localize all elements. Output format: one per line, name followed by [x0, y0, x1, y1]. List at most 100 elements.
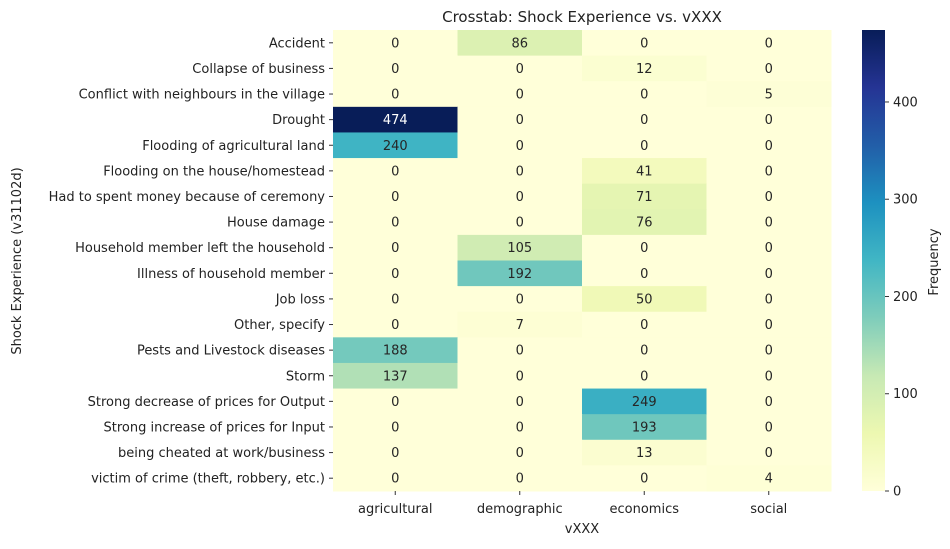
- cell-value-label: 0: [765, 241, 773, 256]
- cell-value-label: 0: [516, 88, 524, 103]
- cell-value-label: 4: [765, 472, 773, 487]
- heatmap-cells: 0 86 0 0 0 0 12 0 0 0 0 5 474 0 0 0 240 0 0 0 0 0 41 0 0 0 71 0 0 0 76…: [333, 30, 832, 492]
- heatmap-cell: [706, 30, 832, 57]
- cell-value-label: 249: [632, 395, 657, 410]
- y-tick-label: Household member left the household: [75, 241, 325, 256]
- heatmap-cell: [582, 55, 707, 82]
- cell-value-label: 0: [391, 446, 399, 461]
- heatmap-cell: [582, 183, 707, 210]
- heatmap-cell: [706, 81, 832, 108]
- heatmap-cell: [582, 439, 707, 466]
- y-tick-label: Strong increase of prices for Input: [103, 420, 325, 435]
- cell-value-label: 0: [765, 164, 773, 179]
- x-tick-label: agricultural: [358, 502, 432, 517]
- cell-value-label: 0: [516, 216, 524, 231]
- heatmap-cell: [706, 362, 832, 390]
- heatmap-cell: [333, 362, 458, 390]
- cell-value-label: 0: [516, 420, 524, 435]
- cell-value-label: 0: [391, 216, 399, 231]
- heatmap-cell: [457, 209, 583, 236]
- cell-value-label: 0: [765, 139, 773, 154]
- y-tick-label: Pests and Livestock diseases: [137, 344, 325, 359]
- heatmap-cell: [582, 260, 707, 287]
- heatmap-cell: [333, 465, 458, 492]
- cell-value-label: 0: [391, 62, 399, 77]
- heatmap-cell: [582, 132, 707, 159]
- y-tick-label: Conflict with neighbours in the village: [79, 88, 325, 103]
- heatmap-cell: [457, 81, 583, 108]
- cell-value-label: 0: [640, 113, 648, 128]
- y-tick-label: Collapse of business: [192, 62, 325, 77]
- heatmap-cell: [333, 439, 458, 466]
- cell-value-label: 71: [636, 190, 653, 205]
- heatmap-cell: [333, 30, 458, 57]
- cell-value-label: 0: [391, 318, 399, 333]
- heatmap-cell: [457, 30, 583, 57]
- cell-value-label: 0: [765, 369, 773, 384]
- cell-value-label: 0: [640, 267, 648, 282]
- colorbar: 0 100 200 300 400: [862, 30, 918, 500]
- heatmap-cell: [333, 132, 458, 159]
- colorbar-tick-label: 400: [893, 95, 918, 110]
- heatmap-cell: [457, 362, 583, 390]
- cell-value-label: 0: [516, 369, 524, 384]
- cell-value-label: 0: [516, 190, 524, 205]
- heatmap-cell: [457, 106, 583, 133]
- x-axis-label: vXXX: [565, 522, 600, 537]
- y-tick-label: Flooding of agricultural land: [142, 139, 325, 154]
- y-tick-label: victim of crime (theft, robbery, etc.): [91, 472, 325, 487]
- cell-value-label: 86: [511, 36, 528, 51]
- column-labels: agricultural demographic economics social: [358, 491, 787, 517]
- cell-value-label: 0: [765, 395, 773, 410]
- heatmap-cell: [582, 388, 707, 415]
- y-tick-label: Drought: [272, 113, 325, 128]
- heatmap-cell: [582, 106, 707, 133]
- heatmap-cell: [706, 311, 832, 338]
- cell-value-label: 0: [765, 62, 773, 77]
- heatmap-cell: [706, 132, 832, 159]
- cell-value-label: 0: [391, 472, 399, 487]
- heatmap-cell: [457, 234, 583, 261]
- colorbar-tick-label: 300: [893, 193, 918, 208]
- heatmap-cell: [582, 234, 707, 261]
- heatmap-cell: [333, 414, 458, 441]
- heatmap-cell: [706, 158, 832, 185]
- cell-value-label: 0: [516, 62, 524, 77]
- heatmap-cell: [582, 362, 707, 390]
- cell-value-label: 76: [636, 216, 653, 231]
- cell-value-label: 0: [391, 267, 399, 282]
- heatmap-cell: [333, 158, 458, 185]
- cell-value-label: 0: [391, 88, 399, 103]
- cell-value-label: 0: [640, 88, 648, 103]
- heatmap-cell: [457, 132, 583, 159]
- heatmap-cell: [706, 209, 832, 236]
- heatmap-cell: [333, 286, 458, 313]
- y-tick-label: House damage: [227, 216, 325, 231]
- heatmap-cell: [706, 286, 832, 313]
- cell-value-label: 0: [640, 318, 648, 333]
- cell-value-label: 0: [391, 164, 399, 179]
- cell-value-label: 0: [640, 241, 648, 256]
- cell-value-label: 7: [516, 318, 524, 333]
- heatmap-cell: [333, 106, 458, 133]
- y-tick-label: Other, specify: [234, 318, 325, 333]
- cell-value-label: 41: [636, 164, 653, 179]
- cell-value-label: 0: [516, 344, 524, 359]
- colorbar-tick-label: 200: [893, 290, 918, 305]
- cell-value-label: 0: [391, 420, 399, 435]
- heatmap-cell: [457, 55, 583, 82]
- heatmap-cell: [582, 158, 707, 185]
- cell-value-label: 193: [632, 420, 657, 435]
- heatmap-cell: [333, 81, 458, 108]
- heatmap-cell: [706, 388, 832, 415]
- cell-value-label: 0: [640, 472, 648, 487]
- heatmap-cell: [333, 234, 458, 261]
- cell-value-label: 50: [636, 292, 653, 307]
- cell-value-label: 0: [516, 113, 524, 128]
- cell-value-label: 0: [516, 164, 524, 179]
- cell-value-label: 0: [765, 267, 773, 282]
- cell-value-label: 0: [391, 190, 399, 205]
- cell-value-label: 0: [640, 139, 648, 154]
- heatmap-cell: [582, 209, 707, 236]
